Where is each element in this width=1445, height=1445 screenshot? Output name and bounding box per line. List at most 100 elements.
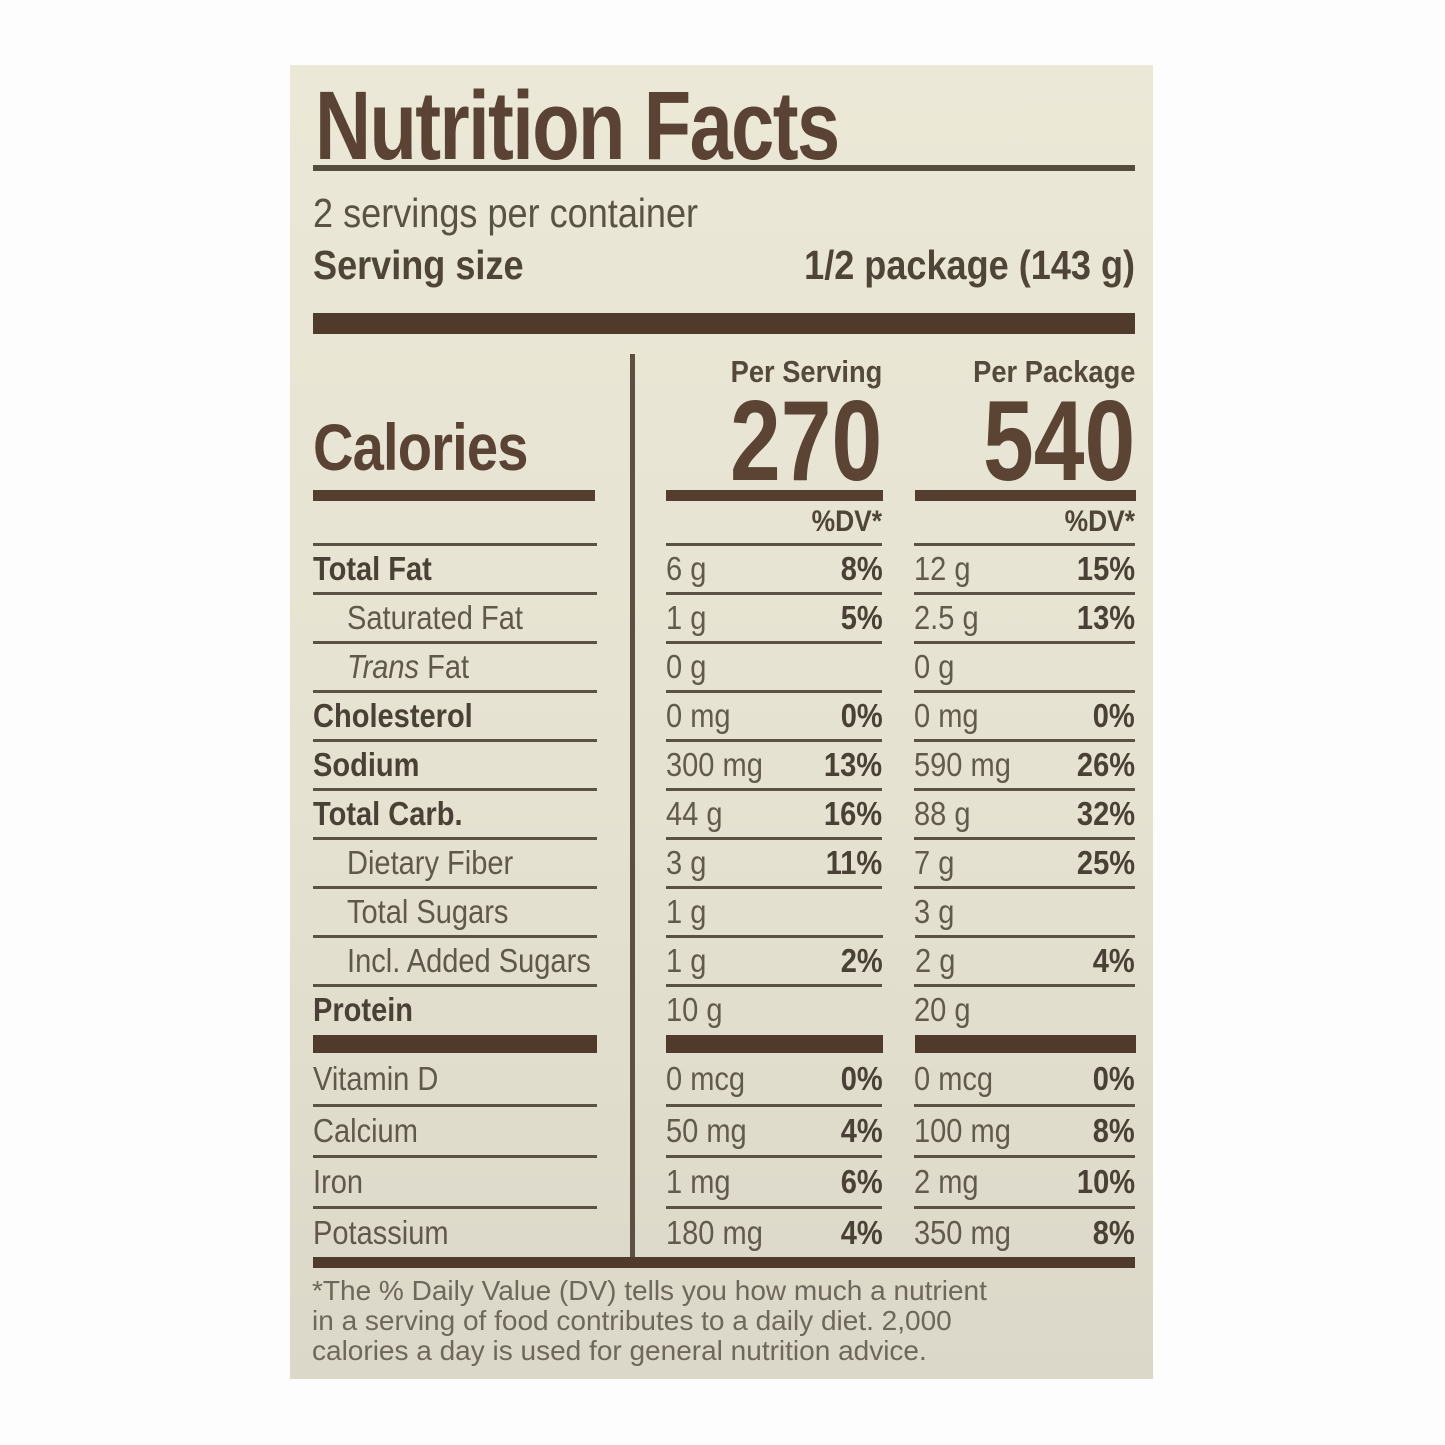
per-package-values: 2 mg 10%	[914, 1155, 1135, 1206]
serving-amount: 0 g	[665, 648, 706, 685]
per-serving-values: 1 mg 6%	[665, 1155, 883, 1206]
serving-dv: 4%	[840, 1112, 883, 1149]
serving-amount: 3 g	[665, 844, 706, 881]
serving-dv: 16%	[824, 795, 883, 832]
per-serving-values: 10 g	[665, 984, 883, 1033]
serving-amount: 180 mg	[665, 1214, 763, 1251]
nutrient-row: Total Carb. 44 g 16% 88 g 32%	[313, 788, 1135, 837]
nutrient-row: Saturated Fat 1 g 5% 2.5 g 13%	[313, 592, 1135, 641]
per-serving-values: 50 mg 4%	[665, 1104, 883, 1155]
column-headers: Per Serving Per Package	[313, 354, 1135, 390]
serving-dv: 13%	[824, 746, 883, 783]
per-serving-header: Per Serving	[730, 354, 883, 389]
serving-amount: 1 mg	[665, 1163, 731, 1200]
package-amount: 0 mg	[914, 697, 979, 734]
package-dv-header: %DV*	[1064, 505, 1135, 538]
per-serving-values: 180 mg 4%	[665, 1206, 883, 1257]
per-package-values: 20 g	[914, 984, 1135, 1033]
per-package-values: 100 mg 8%	[914, 1104, 1135, 1155]
per-serving-values: 44 g 16%	[665, 788, 883, 837]
package-amount: 0 g	[914, 648, 955, 685]
per-package-values: 0 g	[914, 641, 1135, 690]
package-dv: 0%	[1093, 1059, 1135, 1097]
per-package-values: 2.5 g 13%	[914, 592, 1135, 641]
dv-footnote: *The % Daily Value (DV) tells you how mu…	[312, 1276, 987, 1366]
per-package-values: 88 g 32%	[914, 788, 1135, 837]
footnote-line: calories a day is used for general nutri…	[312, 1335, 927, 1366]
per-serving-values: 0 mg 0%	[665, 690, 883, 739]
section-bar-segment	[666, 1035, 883, 1053]
nutrient-row: Dietary Fiber 3 g 11% 7 g 25%	[313, 837, 1135, 886]
nutrient-row: Trans Fat 0 g 0 g	[313, 641, 1135, 690]
serving-amount: 50 mg	[665, 1112, 747, 1149]
nutrient-row: Incl. Added Sugars 1 g 2% 2 g 4%	[313, 935, 1135, 984]
package-dv: 13%	[1076, 599, 1135, 636]
nutrient-row: Protein 10 g 20 g	[313, 984, 1135, 1033]
serving-amount: 0 mcg	[665, 1059, 745, 1097]
per-package-values: 7 g 25%	[914, 837, 1135, 886]
serving-dv: 2%	[840, 942, 883, 979]
per-serving-values: 0 mcg 0%	[666, 1053, 883, 1104]
nutrient-row: Calcium 50 mg 4% 100 mg 8%	[313, 1104, 1135, 1155]
serving-amount: 1 g	[665, 599, 706, 636]
serving-dv: 8%	[840, 550, 883, 587]
package-amount: 100 mg	[914, 1112, 1012, 1149]
serving-dv: 4%	[840, 1214, 883, 1251]
package-dv: 8%	[1093, 1112, 1135, 1149]
panel-title: Nutrition Facts	[315, 71, 840, 180]
package-amount: 88 g	[914, 795, 971, 832]
nutrient-name: Vitamin D	[313, 1059, 439, 1097]
package-dv: 15%	[1076, 550, 1135, 587]
serving-dv-header: %DV*	[811, 505, 883, 538]
dv-header-row: %DV* %DV*	[313, 505, 1135, 539]
nutrient-name: Protein	[313, 984, 597, 1033]
per-package-values: 2 g 4%	[914, 935, 1135, 984]
package-amount: 590 mg	[914, 746, 1012, 783]
section-bar-segment	[313, 1035, 597, 1053]
package-amount: 2 g	[914, 942, 955, 979]
macronutrient-rows: Total Fat 6 g 8% 12 g 15% Saturated Fat …	[313, 543, 1135, 1033]
per-serving-values: 1 g 2%	[666, 935, 883, 984]
serving-amount: 6 g	[665, 550, 706, 587]
package-dv: 4%	[1093, 942, 1135, 979]
nutrient-name: Total Sugars	[313, 886, 597, 935]
nutrient-name: Iron	[313, 1155, 597, 1206]
footnote-line: *The % Daily Value (DV) tells you how mu…	[312, 1275, 987, 1306]
nutrient-name: Sodium	[313, 739, 597, 788]
calories-underline	[313, 490, 595, 501]
nutrient-name: Total Carb.	[313, 788, 597, 837]
serving-col-underline	[666, 490, 883, 501]
serving-size-label: Serving size	[313, 242, 524, 288]
serving-dv: 0%	[840, 697, 883, 734]
column-divider-line	[630, 354, 635, 1257]
serving-amount: 0 mg	[665, 697, 731, 734]
micronutrient-rows: Vitamin D 0 mcg 0% 0 mcg 0% Calcium 50 m…	[313, 1053, 1135, 1257]
serving-dv: 5%	[840, 599, 883, 636]
per-serving-values: 6 g 8%	[665, 543, 883, 592]
serving-amount: 10 g	[665, 991, 723, 1028]
per-package-values: 590 mg 26%	[914, 739, 1135, 788]
package-amount: 12 g	[914, 550, 971, 587]
nutrient-name: Calcium	[313, 1104, 597, 1155]
package-amount: 0 mcg	[914, 1059, 994, 1097]
serving-dv: 11%	[825, 844, 883, 881]
nutrition-facts-panel: Nutrition Facts 2 servings per container…	[290, 65, 1153, 1379]
package-dv: 32%	[1076, 795, 1135, 832]
nutrient-name: Trans Fat	[313, 641, 597, 690]
per-serving-values: 1 g	[665, 886, 883, 935]
per-serving-values: 300 mg 13%	[665, 739, 883, 788]
nutrient-row: Sodium 300 mg 13% 590 mg 26%	[313, 739, 1135, 788]
per-serving-values: 0 g	[665, 641, 883, 690]
serving-dv: 0%	[840, 1059, 883, 1097]
calories-per-package: 540	[982, 377, 1135, 505]
nutrient-row: Iron 1 mg 6% 2 mg 10%	[313, 1155, 1135, 1206]
package-dv: 25%	[1076, 844, 1135, 881]
package-dv: 26%	[1076, 746, 1135, 783]
package-dv: 10%	[1076, 1163, 1135, 1200]
calories-label: Calories	[313, 410, 528, 484]
calories-row: Calories 270 540	[313, 365, 1135, 505]
serving-amount: 1 g	[665, 893, 706, 930]
nutrient-name: Dietary Fiber	[313, 837, 597, 886]
nutrient-name: Cholesterol	[313, 690, 597, 739]
